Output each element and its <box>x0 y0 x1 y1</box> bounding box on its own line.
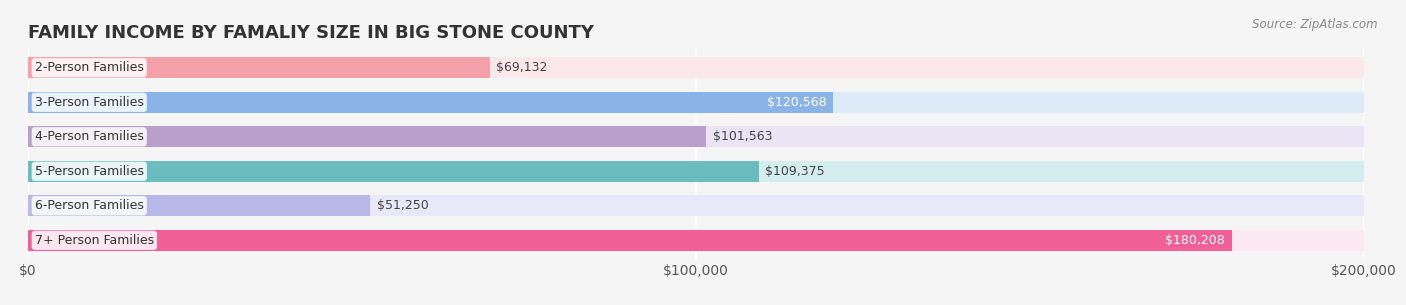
Text: $120,568: $120,568 <box>768 96 827 109</box>
Bar <box>28 57 489 78</box>
Text: $69,132: $69,132 <box>496 61 548 74</box>
Text: Source: ZipAtlas.com: Source: ZipAtlas.com <box>1253 18 1378 31</box>
Bar <box>28 92 1364 113</box>
Text: 7+ Person Families: 7+ Person Families <box>35 234 153 247</box>
Bar <box>28 92 834 113</box>
Text: 5-Person Families: 5-Person Families <box>35 165 143 178</box>
Text: 4-Person Families: 4-Person Families <box>35 130 143 143</box>
Text: $180,208: $180,208 <box>1166 234 1225 247</box>
Bar <box>28 160 759 182</box>
Text: $101,563: $101,563 <box>713 130 772 143</box>
Bar <box>28 195 370 217</box>
Text: 3-Person Families: 3-Person Families <box>35 96 143 109</box>
Bar <box>28 126 1364 148</box>
Text: $109,375: $109,375 <box>765 165 825 178</box>
Text: FAMILY INCOME BY FAMALIY SIZE IN BIG STONE COUNTY: FAMILY INCOME BY FAMALIY SIZE IN BIG STO… <box>28 24 595 42</box>
Text: 6-Person Families: 6-Person Families <box>35 199 143 212</box>
Bar <box>28 230 1232 251</box>
Bar <box>28 126 706 148</box>
Bar <box>28 195 1364 217</box>
Text: 2-Person Families: 2-Person Families <box>35 61 143 74</box>
Bar <box>28 160 1364 182</box>
Bar <box>28 57 1364 78</box>
Text: $51,250: $51,250 <box>377 199 429 212</box>
Bar <box>28 230 1364 251</box>
